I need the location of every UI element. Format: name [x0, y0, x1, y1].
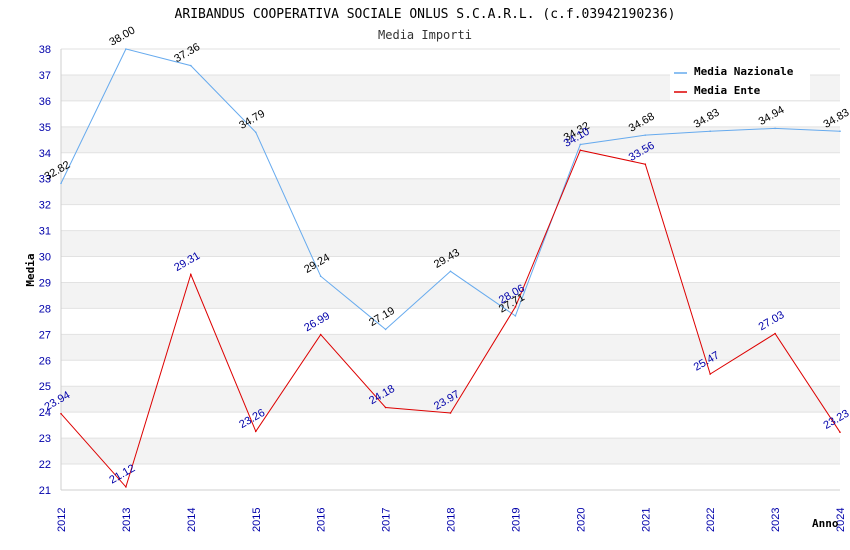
y-tick-label: 37 [39, 70, 51, 82]
grid-band [61, 204, 840, 231]
x-axis-label: Anno [812, 517, 839, 530]
x-tick-label: 2012 [56, 508, 68, 532]
grid-bands [61, 48, 840, 491]
x-tick-label: 2015 [251, 508, 263, 532]
y-tick-label: 38 [39, 44, 51, 56]
data-point-media-ente [319, 333, 322, 336]
x-tick-label: 2020 [575, 508, 587, 532]
grid-band [61, 360, 840, 387]
legend-box [670, 62, 810, 100]
series-layer [60, 48, 841, 488]
x-tick-label: 2018 [446, 508, 458, 532]
x-tick-label: 2021 [640, 508, 652, 532]
grid-band [61, 386, 840, 413]
y-tick-label: 36 [39, 96, 51, 108]
grid-band [61, 100, 840, 127]
y-tick-label: 33 [39, 174, 51, 186]
grid-band [61, 464, 840, 490]
data-point-media-nazionale [774, 127, 776, 130]
y-tick-label: 21 [39, 485, 51, 497]
data-point-media-ente [514, 306, 517, 308]
data-point-media-ente [254, 430, 257, 433]
y-tick-label: 26 [39, 355, 51, 367]
legend-label-media-nazionale: Media Nazionale [694, 65, 794, 78]
grid-band [61, 282, 840, 309]
x-tick-label: 2016 [316, 508, 328, 532]
y-tick-label: 34 [39, 148, 51, 160]
grid-band [61, 438, 840, 465]
y-tick-label: 22 [39, 459, 51, 471]
x-tick-label: 2023 [770, 508, 782, 532]
data-point-media-nazionale [125, 48, 127, 50]
data-point-media-nazionale [384, 328, 387, 331]
y-tick-label: 28 [39, 303, 51, 315]
data-point-media-nazionale [319, 275, 322, 278]
data-point-media-nazionale [709, 130, 711, 133]
x-tick-label: 2024 [835, 508, 847, 532]
x-tick-label: 2017 [381, 508, 393, 532]
grid-band [61, 230, 840, 257]
data-point-media-ente [774, 332, 776, 335]
y-tick-label: 25 [39, 381, 51, 393]
x-tick-label: 2019 [510, 508, 522, 532]
x-tick-label: 2022 [705, 508, 717, 532]
y-tick-label: 30 [39, 252, 51, 264]
data-point-media-nazionale [60, 182, 62, 185]
axes [60, 49, 840, 491]
y-tick-label: 23 [39, 433, 51, 445]
data-point-media-ente [449, 412, 452, 414]
data-point-media-nazionale [190, 64, 192, 67]
data-point-media-nazionale [254, 131, 257, 134]
data-point-media-nazionale [514, 315, 517, 317]
y-tick-label: 29 [39, 277, 51, 289]
x-tick-label: 2014 [186, 508, 198, 532]
data-point-media-nazionale [644, 134, 647, 136]
data-label-media-nazionale: 38.00 [107, 24, 137, 48]
data-point-media-ente [384, 406, 387, 409]
x-tick-labels: 2012 2013 2014 2015 2016 2017 2018 2019 2020 2021… [56, 508, 847, 532]
grid-band [61, 308, 840, 335]
data-point-media-ente [644, 163, 647, 165]
grid-band [61, 334, 840, 361]
y-tick-label: 27 [39, 329, 51, 341]
data-point-media-ente [839, 431, 841, 433]
data-point-media-ente [60, 412, 62, 415]
chart-subtitle: Media Importi [378, 28, 472, 42]
y-tick-label: 31 [39, 226, 51, 238]
data-point-media-ente [709, 373, 711, 375]
grid-band [61, 256, 840, 283]
grid-band [61, 178, 840, 205]
data-point-media-ente [125, 486, 127, 488]
data-point-media-nazionale [449, 270, 452, 273]
legend: Media Nazionale Media Ente [670, 62, 810, 100]
grid-band [61, 412, 840, 439]
data-point-media-ente [190, 273, 192, 276]
data-point-media-nazionale [839, 130, 841, 133]
y-tick-label: 24 [39, 407, 51, 419]
data-point-media-nazionale [579, 143, 582, 146]
y-tick-label: 32 [39, 200, 51, 212]
legend-label-media-ente: Media Ente [694, 84, 761, 97]
data-point-media-ente [579, 149, 582, 151]
y-axis-label: Media [24, 253, 37, 286]
grid-band [61, 152, 840, 179]
y-tick-label: 35 [39, 122, 51, 134]
x-tick-label: 2013 [121, 508, 133, 532]
chart-title: ARIBANDUS COOPERATIVA SOCIALE ONLUS S.C.… [175, 7, 676, 22]
y-tick-labels: 21 22 23 24 25 26 27 28 29 30 31 32 33 34 35 36 37 38 [39, 44, 51, 497]
